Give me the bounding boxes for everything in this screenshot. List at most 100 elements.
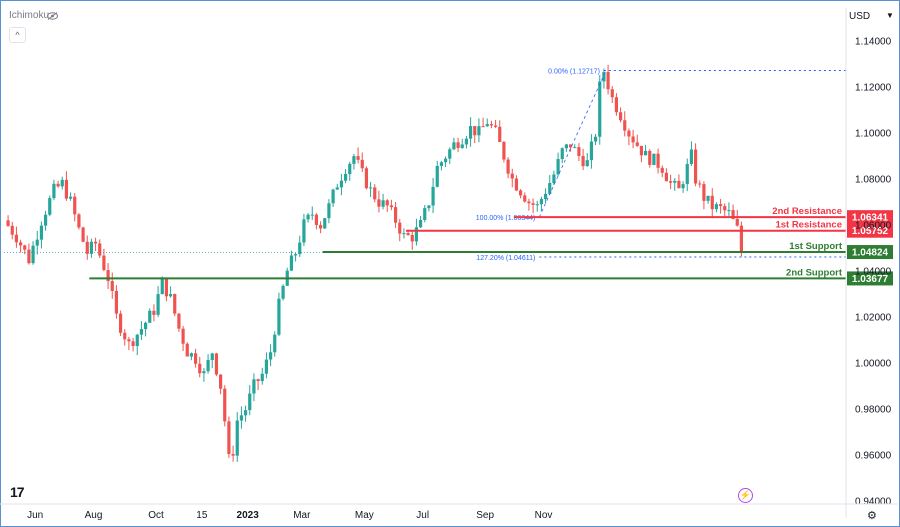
- candle-body: [206, 360, 210, 372]
- candle-body: [548, 182, 552, 194]
- candle-body: [727, 210, 731, 212]
- y-tick-label: 0.96000: [855, 451, 892, 462]
- gear-icon[interactable]: ⚙: [867, 510, 877, 522]
- candle-body: [352, 156, 356, 164]
- candle-body: [160, 277, 164, 295]
- candle-body: [14, 234, 19, 243]
- candle-body: [318, 224, 323, 229]
- candle-body: [373, 187, 377, 200]
- candle-body: [602, 72, 606, 82]
- x-tick-label: Nov: [535, 510, 553, 521]
- candle-body: [235, 420, 239, 456]
- time-axis[interactable]: Jun Aug Oct 15 2023 Mar May Jul Sep Nov: [0, 503, 898, 521]
- candle-body: [356, 156, 360, 160]
- currency-selector[interactable]: USD: [849, 11, 871, 22]
- candle-body: [581, 156, 585, 167]
- candle-body: [81, 227, 85, 242]
- fib-level-label: 0.00% (1.12717): [548, 69, 600, 76]
- candle-body: [385, 200, 389, 206]
- candle-body: [214, 353, 219, 375]
- candle-body: [185, 343, 189, 357]
- candle-body: [452, 142, 456, 150]
- candle-body: [123, 332, 127, 340]
- resistance-label: 2nd Resistance: [772, 206, 842, 217]
- candle-body: [714, 204, 719, 210]
- candle-body: [631, 136, 635, 143]
- candle-body: [518, 190, 523, 196]
- candle-body: [210, 353, 214, 361]
- y-tick-label: 1.02000: [855, 313, 892, 324]
- candle-body: [448, 149, 452, 159]
- candle-body: [377, 199, 381, 207]
- candle-body: [485, 124, 489, 127]
- candle-body: [339, 180, 344, 188]
- candle-body: [623, 120, 627, 131]
- support-label: 2nd Support: [786, 267, 843, 278]
- candle-body: [152, 310, 156, 315]
- candle-body: [35, 239, 39, 246]
- candle-body: [481, 126, 485, 128]
- candle-body: [410, 234, 414, 242]
- candle-body: [31, 245, 35, 264]
- candle-body: [643, 150, 648, 156]
- candle-body: [673, 180, 677, 183]
- chevron-down-icon[interactable]: ▼: [886, 11, 894, 20]
- candle-body: [243, 410, 248, 416]
- candle-body: [368, 187, 373, 189]
- candle-body: [681, 184, 685, 189]
- candle-body: [189, 353, 194, 357]
- candle-body: [231, 453, 235, 456]
- candle-body: [510, 173, 514, 179]
- overlays-group: 0.00% (1.12717) 100.00% (1.06344) 127.20% …: [4, 69, 893, 286]
- candle-body: [506, 159, 510, 174]
- candle-body: [664, 172, 669, 182]
- candle-body: [298, 242, 302, 255]
- candle-body: [273, 334, 277, 353]
- candle-body: [468, 126, 473, 139]
- y-tick-label: 1.12000: [855, 83, 892, 94]
- candle-body: [202, 371, 206, 374]
- lightning-icon[interactable]: ⚡: [738, 488, 753, 503]
- candle-body: [698, 183, 702, 185]
- x-tick-label: Oct: [148, 510, 164, 521]
- candle-body: [731, 210, 735, 219]
- candle-body: [656, 153, 660, 168]
- chevron-up-icon[interactable]: ^: [9, 27, 26, 43]
- candle-body: [77, 214, 81, 228]
- x-tick-label: 15: [196, 510, 208, 521]
- candle-body: [89, 241, 94, 254]
- candle-body: [252, 379, 256, 394]
- candle-body: [618, 112, 623, 121]
- candle-body: [364, 168, 369, 189]
- candle-body: [239, 415, 244, 421]
- candle-body: [552, 174, 556, 183]
- candle-body: [564, 144, 569, 149]
- candle-body: [531, 203, 535, 205]
- candle-body: [381, 200, 385, 207]
- candle-body: [706, 195, 710, 201]
- candle-body: [702, 184, 706, 201]
- candle-body: [493, 125, 498, 127]
- candle-body: [639, 145, 644, 156]
- candle-body: [439, 162, 444, 166]
- candle-body: [398, 222, 402, 234]
- candle-body: [473, 126, 477, 136]
- tradingview-logo[interactable]: 17: [10, 484, 25, 500]
- eye-icon[interactable]: [47, 12, 58, 20]
- candle-body: [464, 138, 469, 145]
- candle-body: [139, 329, 144, 335]
- candle-body: [256, 379, 260, 382]
- candle-body: [560, 148, 564, 160]
- candle-body: [118, 313, 123, 333]
- candle-body: [527, 201, 531, 204]
- price-axis[interactable]: 1.14000 1.12000 1.10000 1.08000 1.06000 1.040…: [845, 8, 892, 518]
- candle-body: [143, 322, 148, 330]
- indicator-label[interactable]: Ichimoku: [9, 10, 50, 21]
- candle-body: [402, 233, 406, 235]
- candle-body: [18, 242, 23, 246]
- candle-body: [685, 163, 689, 185]
- candle-body: [606, 72, 610, 90]
- candle-body: [73, 196, 77, 215]
- candle-body: [573, 147, 577, 149]
